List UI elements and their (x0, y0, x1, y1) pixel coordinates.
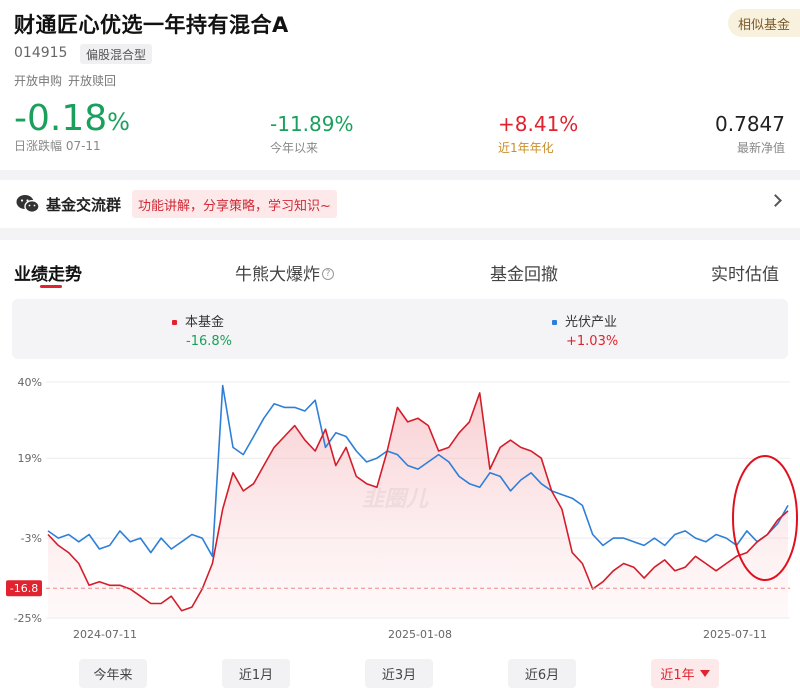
y-tick-label: -3% (21, 532, 42, 545)
help-icon[interactable]: ? (322, 268, 334, 280)
x-tick-label: 2025-01-08 (388, 628, 452, 641)
performance-chart[interactable]: 40%19%-3%-25%韭圈儿-16.82024-07-112025-01-0… (0, 370, 800, 650)
legend-fund-value: -16.8% (186, 334, 232, 349)
legend-fund-name: 本基金 (185, 315, 225, 330)
range-3m-button[interactable]: 近3月 (365, 659, 433, 688)
similar-funds-button[interactable]: 相似基金 (728, 9, 800, 37)
chart-legend: 本基金 -16.8% 光伏产业 +1.03% (12, 299, 788, 359)
ytd-value: -11.89% (270, 112, 354, 136)
fund-area (48, 392, 788, 618)
metric-one-year: +8.41% 近1年年化 (498, 112, 578, 156)
subscribe-status: 开放申购 (14, 74, 63, 88)
y-tick-label: -25% (14, 612, 42, 625)
wechat-icon (16, 195, 40, 214)
tab-realtime-estimate[interactable]: 实时估值 (711, 265, 779, 285)
metric-daily-change: -0.18% 日涨跌幅 07-11 (14, 98, 130, 154)
fund-header: 财通匠心优选一年持有混合A 相似基金 014915 偏股混合型 开放申购 开放赎回… (0, 0, 800, 170)
caret-down-icon (699, 670, 710, 677)
daily-change-label: 日涨跌幅 07-11 (14, 139, 101, 153)
range-1y-label: 近1年 (660, 668, 695, 683)
series-line-fund (47, 392, 789, 612)
performance-card: 业绩走势 牛熊大爆炸? 基金回撤 实时估值 本基金 -16.8% 光伏产业 +1… (0, 240, 800, 698)
current-value-label: -16.8 (10, 582, 38, 595)
series-line-benchmark (47, 384, 789, 558)
one-year-label: 近1年年化 (498, 141, 554, 155)
tab-bull-bear[interactable]: 牛熊大爆炸? (235, 260, 334, 285)
metric-ytd: -11.89% 今年以来 (270, 112, 353, 156)
ytd-label: 今年以来 (270, 141, 319, 155)
tab-performance[interactable]: 业绩走势 (14, 265, 82, 285)
current-value-marker (6, 580, 42, 597)
range-1y-button[interactable]: 近1年 (651, 659, 719, 688)
x-tick-label: 2025-07-11 (703, 628, 767, 641)
legend-item-fund: 本基金 -16.8% (172, 311, 232, 349)
daily-change-unit: % (107, 108, 130, 136)
nav-value: 0.7847 (715, 112, 785, 136)
fund-chat-group-entry[interactable]: 基金交流群 功能讲解，分享策略，学习知识~ (0, 180, 800, 228)
active-tab-indicator (40, 285, 62, 288)
range-6m-button[interactable]: 近6月 (508, 659, 576, 688)
chevron-right-icon (769, 194, 782, 207)
metric-nav: 0.7847 最新净值 (715, 112, 785, 156)
redeem-status: 开放赎回 (68, 74, 117, 88)
legend-benchmark-name: 光伏产业 (565, 315, 618, 330)
fund-code: 014915 (14, 45, 68, 61)
highlight-circle-annotation (732, 455, 798, 581)
nav-label: 最新净值 (736, 141, 785, 155)
group-tag: 功能讲解，分享策略，学习知识~ (132, 190, 337, 218)
legend-marker-fund (172, 320, 177, 325)
daily-change-value: -0.18 (14, 98, 108, 139)
legend-marker-benchmark (552, 320, 557, 325)
tab-bull-bear-label: 牛熊大爆炸 (235, 265, 320, 285)
x-tick-label: 2024-07-11 (73, 628, 137, 641)
one-year-value: +8.41% (498, 112, 579, 136)
y-tick-label: 40% (18, 376, 42, 389)
fund-name: 财通匠心优选一年持有混合A (14, 13, 289, 37)
legend-benchmark-value: +1.03% (566, 334, 619, 349)
fund-type-badge: 偏股混合型 (80, 44, 153, 64)
y-tick-label: 19% (18, 452, 42, 465)
tab-drawdown[interactable]: 基金回撤 (490, 265, 558, 285)
trade-status: 开放申购 开放赎回 (14, 72, 122, 89)
group-title: 基金交流群 (46, 196, 122, 214)
legend-item-benchmark: 光伏产业 +1.03% (552, 311, 618, 349)
range-ytd-button[interactable]: 今年来 (79, 659, 147, 688)
range-1m-button[interactable]: 近1月 (222, 659, 290, 688)
